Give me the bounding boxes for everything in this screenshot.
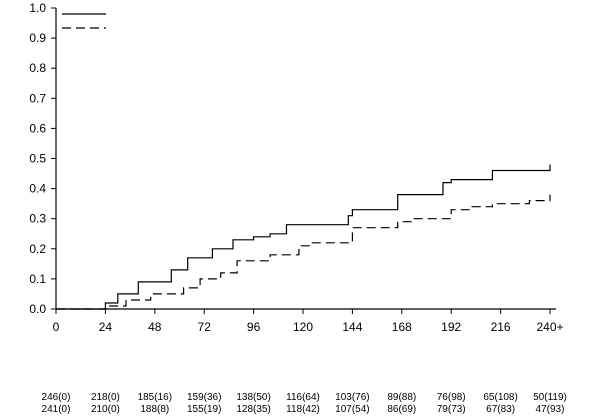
y-tick-label: 0.4 — [29, 182, 46, 196]
x-tick-label: 0 — [53, 320, 60, 334]
risk-table: 246(0) 218(0) 185(16) 159(36) 138(50) 116(64)… — [42, 392, 567, 415]
risk-cell: 116(64) — [286, 392, 320, 403]
y-tick-label: 1.0 — [29, 1, 46, 15]
x-tick-label: 144 — [342, 320, 362, 334]
x-tick-label: 72 — [198, 320, 212, 334]
y-tick-label: 0.2 — [29, 242, 46, 256]
y-tick-label: 0.0 — [29, 302, 46, 316]
y-tick-label: 0.5 — [29, 152, 46, 166]
risk-cell: 185(16) — [138, 392, 172, 403]
risk-cell: 118(42) — [286, 404, 320, 415]
series-line-solid — [56, 164, 551, 310]
y-axis: 0.0 0.1 0.2 0.3 0.4 0.5 0.6 0.7 0.8 0.9 1.0 — [29, 1, 56, 316]
risk-cell: 155(19) — [187, 404, 221, 415]
y-tick-label: 0.1 — [29, 272, 46, 286]
series-group — [56, 164, 551, 310]
risk-cell: 79(73) — [437, 404, 466, 415]
y-tick-label: 0.6 — [29, 121, 46, 135]
x-axis: 0 24 48 72 96 120 144 168 192 216 240+ — [53, 309, 564, 334]
y-tick-label: 0.3 — [29, 212, 46, 226]
y-tick-label: 0.9 — [29, 31, 46, 45]
risk-cell: 210(0) — [91, 404, 120, 415]
risk-cell: 47(93) — [536, 404, 565, 415]
risk-cell: 50(119) — [533, 392, 567, 403]
x-tick-label: 120 — [293, 320, 313, 334]
risk-cell: 65(108) — [483, 392, 517, 403]
x-tick-label: 240+ — [536, 320, 563, 334]
x-tick-label: 96 — [247, 320, 261, 334]
risk-cell: 86(69) — [387, 404, 416, 415]
risk-cell: 138(50) — [236, 392, 270, 403]
risk-cell: 218(0) — [91, 392, 120, 403]
y-tick-label: 0.7 — [29, 91, 46, 105]
risk-cell: 107(54) — [335, 404, 369, 415]
y-tick-label: 0.8 — [29, 61, 46, 75]
x-tick-label: 192 — [441, 320, 461, 334]
x-tick-label: 24 — [99, 320, 113, 334]
risk-cell: 188(8) — [140, 404, 169, 415]
risk-cell: 67(83) — [486, 404, 515, 415]
x-tick-label: 48 — [148, 320, 162, 334]
risk-cell: 76(98) — [437, 392, 466, 403]
risk-cell: 246(0) — [42, 392, 71, 403]
risk-cell: 89(88) — [387, 392, 416, 403]
legend — [62, 13, 106, 29]
series-line-dashed — [56, 194, 551, 310]
x-tick-label: 216 — [491, 320, 511, 334]
risk-cell: 159(36) — [187, 392, 221, 403]
plot-frame — [55, 8, 556, 310]
risk-cell: 128(35) — [236, 404, 270, 415]
risk-cell: 241(0) — [42, 404, 71, 415]
x-tick-label: 168 — [392, 320, 412, 334]
risk-cell: 103(76) — [335, 392, 369, 403]
